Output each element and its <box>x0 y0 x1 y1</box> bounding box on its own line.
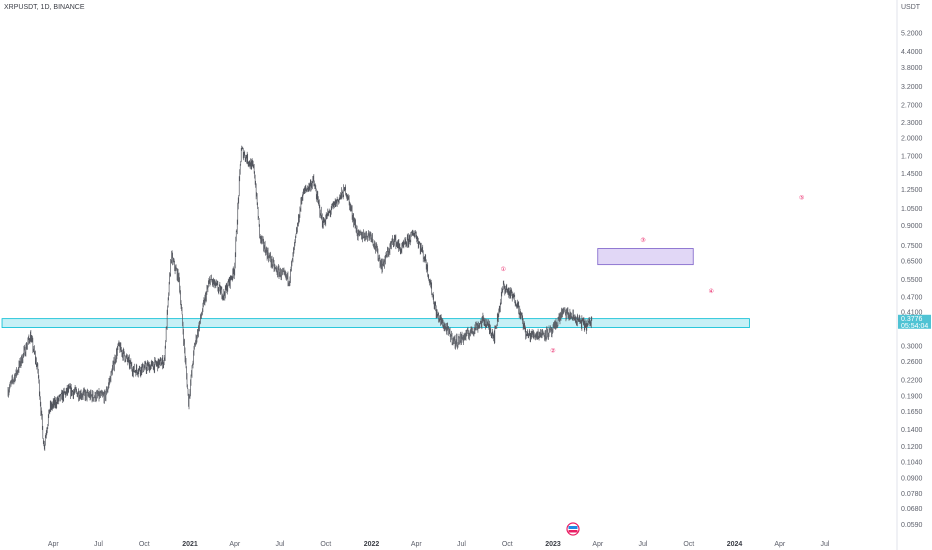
price-tick-label: 1.7000 <box>901 153 923 160</box>
price-tick-label: 0.9000 <box>901 223 923 230</box>
time-tick-label: Jul <box>639 541 648 548</box>
time-tick-label: 2024 <box>727 541 743 548</box>
time-tick-label: 2021 <box>182 541 198 548</box>
price-tick-label: 0.2600 <box>901 359 923 366</box>
time-tick-label: Jul <box>457 541 466 548</box>
price-tick-label: 3.2000 <box>901 84 923 91</box>
price-tick-label: 0.1400 <box>901 427 923 434</box>
price-tick-label: 0.1900 <box>901 394 923 401</box>
price-tick-label: 0.6500 <box>901 259 923 266</box>
wave-label[interactable]: ③ <box>640 237 645 244</box>
price-tick-label: 0.0900 <box>901 476 923 483</box>
time-tick-label: Oct <box>320 541 331 548</box>
time-tick-label: Apr <box>592 541 604 548</box>
bar-countdown: 05:54:04 <box>901 323 928 330</box>
time-tick-label: Oct <box>502 541 513 548</box>
time-tick-label: 2023 <box>545 541 561 548</box>
time-tick-label: Apr <box>229 541 241 548</box>
price-axis-unit: USDT <box>901 4 921 11</box>
price-tick-label: 0.7500 <box>901 243 923 250</box>
time-tick-label: Apr <box>774 541 786 548</box>
price-tick-label: 1.2500 <box>901 187 923 194</box>
time-tick-label: Jul <box>821 541 830 548</box>
price-tick-label: 0.0780 <box>901 491 923 498</box>
tradingview-logo-icon[interactable] <box>566 522 580 536</box>
time-tick-label: Jul <box>276 541 285 548</box>
wave-label[interactable]: ⑤ <box>799 195 804 202</box>
time-tick-label: Oct <box>139 541 150 548</box>
price-tick-label: 0.1040 <box>901 460 923 467</box>
time-tick-label: Apr <box>48 541 60 548</box>
price-tick-label: 0.3000 <box>901 344 923 351</box>
current-price-badge <box>898 314 931 329</box>
wave-label[interactable]: ④ <box>708 288 713 295</box>
price-tick-label: 2.0000 <box>901 136 923 143</box>
price-tick-label: 2.3000 <box>901 120 923 127</box>
price-tick-label: 0.2200 <box>901 378 923 385</box>
price-tick-label: 0.1650 <box>901 409 923 416</box>
price-tick-label: 0.5500 <box>901 277 923 284</box>
price-tick-label: 0.4700 <box>901 294 923 301</box>
price-tick-label: 2.7000 <box>901 103 923 110</box>
time-tick-label: 2022 <box>364 541 380 548</box>
target-box[interactable] <box>597 248 694 266</box>
time-tick-label: Apr <box>411 541 423 548</box>
price-tick-label: 1.0500 <box>901 206 923 213</box>
price-tick-label: 0.1200 <box>901 444 923 451</box>
candle-series <box>7 145 593 451</box>
wave-label[interactable]: ① <box>501 266 506 273</box>
price-tick-label: 0.0680 <box>901 506 923 513</box>
price-tick-label: 0.0590 <box>901 522 923 529</box>
time-tick-label: Oct <box>683 541 694 548</box>
current-price-value: 0.3776 <box>901 316 923 323</box>
price-tick-label: 3.8000 <box>901 65 923 72</box>
price-tick-label: 5.2000 <box>901 31 923 38</box>
time-tick-label: Jul <box>94 541 103 548</box>
price-tick-label: 4.4000 <box>901 49 923 56</box>
support-zone[interactable] <box>1 318 750 328</box>
chart-title: XRPUSDT, 1D, BINANCE <box>4 4 85 11</box>
wave-label[interactable]: ② <box>550 348 555 355</box>
price-tick-label: 0.4100 <box>901 309 923 316</box>
price-tick-label: 1.4500 <box>901 171 923 178</box>
